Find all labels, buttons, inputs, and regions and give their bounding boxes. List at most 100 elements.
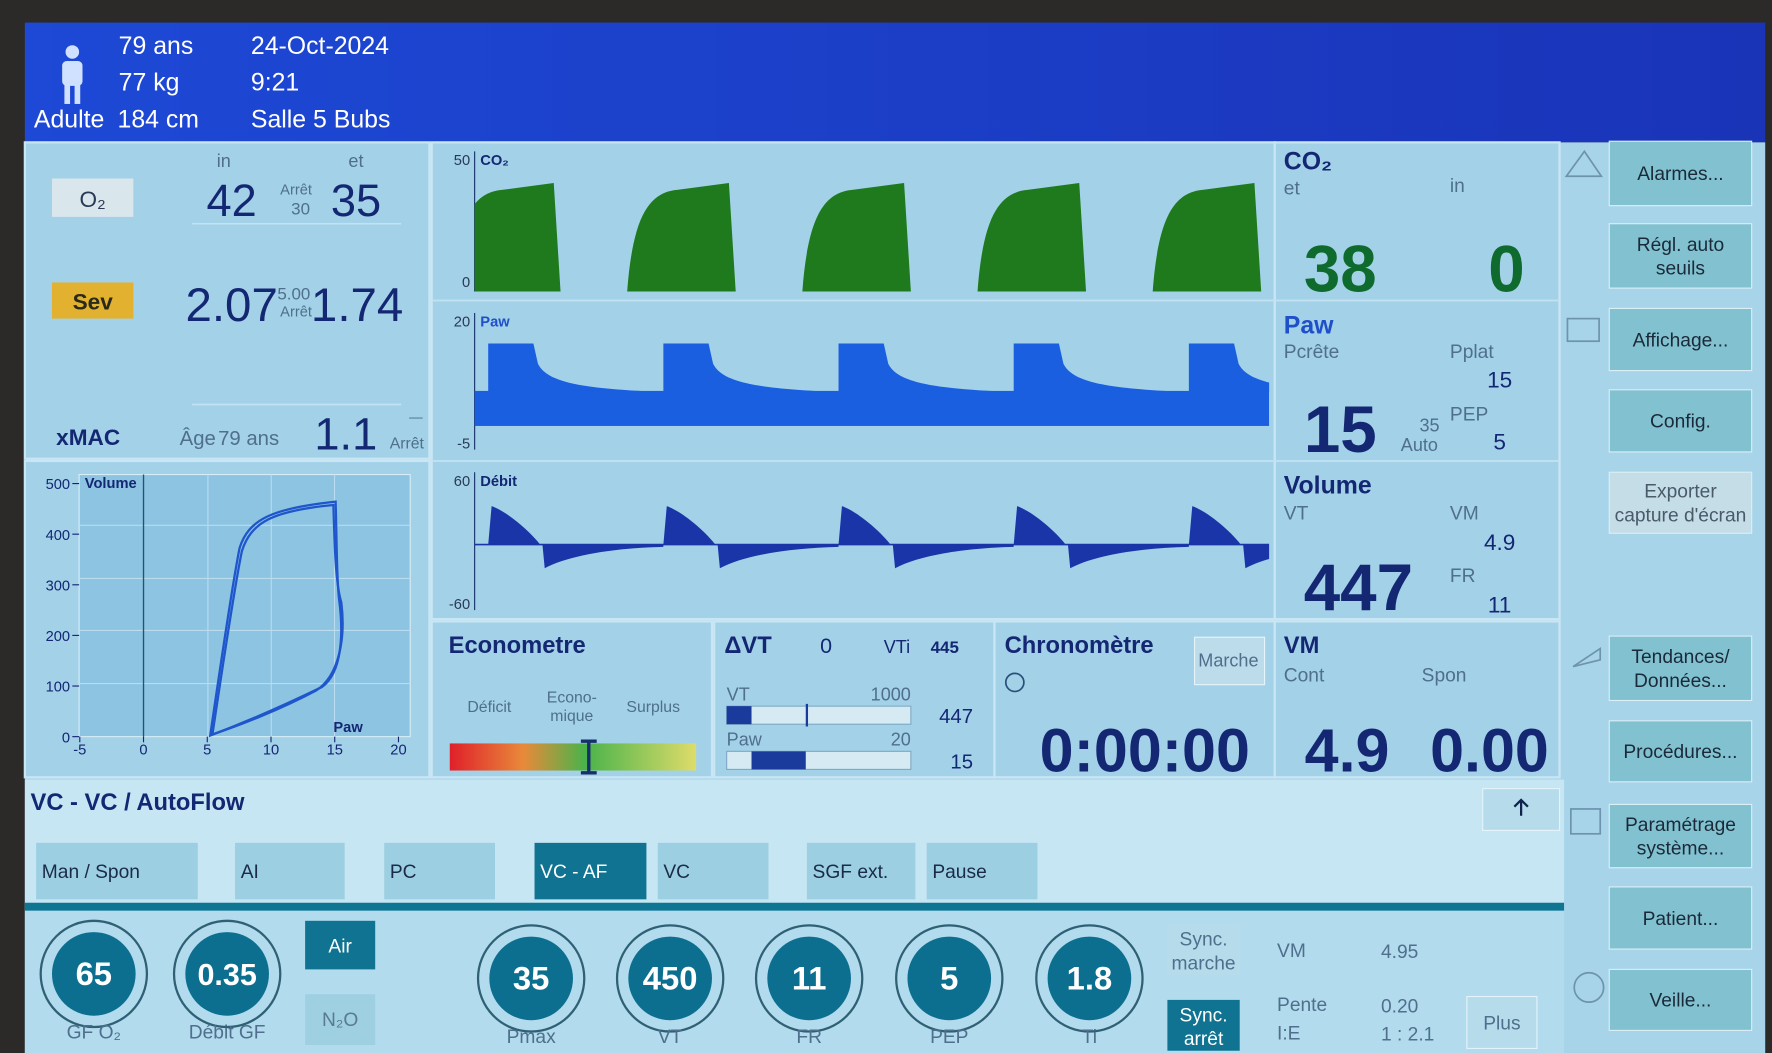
header-info: Salle 5 Bubs xyxy=(251,107,391,134)
knob[interactable] xyxy=(907,936,992,1021)
label: 60 xyxy=(454,474,470,490)
side-button[interactable] xyxy=(1608,307,1753,372)
button-label: N₂O xyxy=(322,1010,358,1031)
label: 15 xyxy=(1487,368,1512,393)
big-value: 0.00 xyxy=(1430,717,1549,785)
gas-button[interactable] xyxy=(305,920,376,970)
y-tick-label: 300 xyxy=(46,578,70,594)
side-button[interactable] xyxy=(1608,720,1753,783)
plus-button[interactable] xyxy=(1466,995,1538,1050)
button-label: marche xyxy=(1172,953,1236,974)
label: Paw xyxy=(727,730,763,750)
tab-label: AI xyxy=(241,862,259,883)
knob-ring xyxy=(895,924,1004,1033)
waveform-label: CO₂ xyxy=(480,153,509,169)
side-button[interactable] xyxy=(1608,389,1753,453)
knob-value: 35 xyxy=(513,960,549,997)
knob[interactable] xyxy=(185,932,269,1016)
label: PEP xyxy=(1450,404,1488,425)
side-button[interactable] xyxy=(1608,140,1753,207)
label: VTi xyxy=(884,637,910,657)
label: 0 xyxy=(820,634,832,658)
mode-tab[interactable] xyxy=(235,842,345,900)
tab-label: VC - AF xyxy=(540,862,607,883)
side-button[interactable] xyxy=(1608,471,1753,534)
header-info: 9:21 xyxy=(251,69,299,96)
knob[interactable] xyxy=(51,932,136,1016)
side-button[interactable] xyxy=(1608,635,1753,702)
y-tick-label: 100 xyxy=(46,680,70,696)
y-tick-label: 400 xyxy=(46,528,70,544)
mode-tab[interactable] xyxy=(36,842,198,900)
tab-label: Pause xyxy=(932,862,986,883)
gas-label: O₂ xyxy=(80,187,106,212)
label: 5 xyxy=(1493,430,1506,455)
dynamic-layer: 79 ans 77 kg Adulte 184 cm 24-Oct-2024 9:21 Sa… xyxy=(31,33,1753,1051)
vt-gauge xyxy=(726,705,912,725)
paw-gauge-fill xyxy=(751,751,806,770)
sync-button[interactable] xyxy=(1167,999,1240,1051)
label: VM xyxy=(1450,504,1479,525)
knob[interactable] xyxy=(1047,936,1132,1021)
up-arrow xyxy=(1513,798,1529,816)
big-value: 38 xyxy=(1304,233,1377,306)
knob-label: Ti xyxy=(1082,1027,1097,1048)
label: Arrêt xyxy=(280,182,312,198)
side-button[interactable] xyxy=(1608,803,1753,869)
panel-title: Volume xyxy=(1284,473,1372,500)
side-button[interactable] xyxy=(1608,968,1753,1031)
knob[interactable] xyxy=(489,936,573,1021)
mode-tab[interactable] xyxy=(534,842,647,900)
knob-label: FR xyxy=(796,1027,822,1048)
knob[interactable] xyxy=(767,936,851,1021)
mode-tab[interactable] xyxy=(384,842,495,900)
y-tick-label: 500 xyxy=(46,477,70,493)
label: 35 xyxy=(1420,416,1440,436)
waveforms xyxy=(474,183,1270,569)
button-label: Sync. xyxy=(1180,1005,1228,1026)
label: 30 xyxy=(291,200,310,219)
side-button[interactable] xyxy=(1608,886,1753,950)
label: Âge xyxy=(180,427,216,450)
mode-tab[interactable] xyxy=(926,842,1038,900)
button-label: Tendances/ xyxy=(1631,647,1730,668)
label: 445 xyxy=(931,638,959,657)
label: Pplat xyxy=(1450,342,1494,363)
gas-button[interactable] xyxy=(305,994,376,1046)
loop-area xyxy=(78,473,411,738)
econometer-bar xyxy=(449,743,697,771)
sync-button[interactable] xyxy=(1167,924,1240,976)
gas-value: 1.74 xyxy=(311,279,403,332)
label: 79 ans xyxy=(218,428,279,450)
button-label: capture d'écran xyxy=(1615,505,1747,526)
flow-in xyxy=(1013,506,1066,545)
mode-tab[interactable] xyxy=(806,842,916,900)
big-value: 0:00:00 xyxy=(1040,717,1250,785)
side-button[interactable] xyxy=(1608,223,1753,289)
vt-gauge-fill xyxy=(726,706,752,725)
panel-title: Chronomètre xyxy=(1005,633,1154,659)
sev-box xyxy=(51,282,134,319)
label: VT xyxy=(727,684,750,704)
mode-tab[interactable] xyxy=(657,842,769,900)
label: FR xyxy=(1450,566,1476,587)
paw-peak xyxy=(1013,343,1189,393)
button-label: arrêt xyxy=(1184,1029,1224,1050)
button-label: Air xyxy=(328,936,352,957)
label: 4.95 xyxy=(1381,942,1418,963)
marche-button[interactable] xyxy=(1193,636,1266,686)
label: Surplus xyxy=(626,699,680,716)
x-tick-label: 15 xyxy=(327,743,343,759)
label: in xyxy=(217,151,231,171)
patient-icon xyxy=(62,45,83,104)
knob-value: 0.35 xyxy=(197,958,256,992)
label: 4.9 xyxy=(1484,530,1515,555)
label: Cont xyxy=(1284,665,1325,686)
knob[interactable] xyxy=(628,936,712,1021)
button-label: Exporter xyxy=(1644,482,1717,503)
label: Déficit xyxy=(467,699,512,716)
label: -60 xyxy=(449,597,470,613)
label: 5.00 xyxy=(277,284,310,303)
knob-label: Débit GF xyxy=(189,1022,266,1043)
gas-value: 2.07 xyxy=(186,279,278,332)
